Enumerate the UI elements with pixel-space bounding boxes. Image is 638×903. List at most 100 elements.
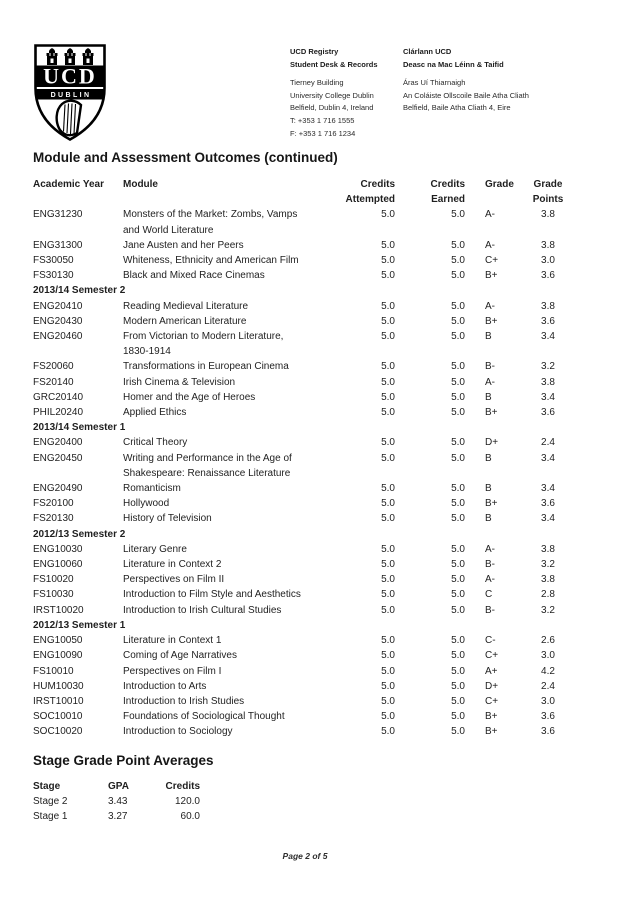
module-code-cell: ENG20460 [33,331,83,343]
credits-attempted-cell: 5.0 [381,300,395,312]
module-row: ENG20490 Romanticism 5.0 5.0 B 3.4 [33,481,577,496]
module-row: FS30050 Whiteness, Ethnicity and American… [33,253,577,268]
contact-irish: Clárlann UCD Deasc na Mac Léinn & Taifid Á… [403,46,529,115]
credits-attempted-cell: 5.0 [381,483,395,495]
module-title-cell: Foundations of Sociological Thought [123,711,285,723]
grade-points-cell: 3.2 [541,361,555,373]
module-code-cell: ENG10060 [33,559,83,571]
module-title-cell: Modern American Literature [123,315,247,327]
grade-points-cell: 3.6 [541,270,555,282]
credits-earned-cell: 5.0 [451,695,465,707]
address-block: Áras Uí Thiarnaigh An Coláiste Ollscoile … [403,77,529,115]
ucd-crest-icon: UCD DUBLIN [34,44,106,141]
module-title-cell: Literature in Context 2 [123,559,222,571]
module-code-cell: HUM10030 [33,680,84,692]
module-row: FS30130 Black and Mixed Race Cinemas 5.0 5.… [33,268,577,283]
credits-earned-cell: 5.0 [451,498,465,510]
module-code-cell: SOC10010 [33,711,83,723]
gpa-cell: 3.27 [108,811,128,823]
grade-points-cell: 2.4 [541,437,555,449]
grade-cell: B+ [485,711,498,723]
stage-averages-title: Stage Grade Point Averages [33,753,214,768]
credits-earned-cell: 5.0 [451,665,465,677]
credits-earned-cell: 5.0 [451,513,465,525]
module-row: FS20100 Hollywood 5.0 5.0 B+ 3.6 [33,496,577,511]
credits-earned-cell: 5.0 [451,711,465,723]
credits-attempted-cell: 5.0 [381,407,395,419]
grade-points-cell: 3.8 [541,376,555,388]
credits-cell: 60.0 [180,811,200,823]
grade-cell: B [485,452,492,464]
module-row: ENG20460 From Victorian to Modern Literat… [33,329,577,359]
semester-section-label: 2013/14 Semester 2 [33,285,126,297]
module-row: FS20140 Irish Cinema & Television 5.0 5.0 A-… [33,375,577,390]
module-code-cell: PHIL20240 [33,407,84,419]
grade-points-cell: 3.0 [541,255,555,267]
crest-dublin-text: DUBLIN [51,92,92,99]
module-code-cell: ENG20410 [33,300,83,312]
grade-points-cell: 3.4 [541,331,555,343]
module-row: FS10010 Perspectives on Film I 5.0 5.0 A+ 4.2 [33,664,577,679]
module-row: ENG20400 Critical Theory 5.0 5.0 D+ 2.4 [33,435,577,450]
module-row: FS20130 History of Television 5.0 5.0 B 3.4 [33,511,577,526]
module-title-cell: Introduction to Sociology [123,726,233,738]
credits-attempted-cell: 5.0 [381,695,395,707]
col-credits: Credits [165,781,200,792]
grade-cell: B [485,391,492,403]
credits-attempted-cell: 5.0 [381,255,395,267]
credits-earned-cell: 5.0 [451,543,465,555]
grade-points-cell: 3.6 [541,407,555,419]
module-code-cell: ENG31230 [33,209,83,221]
grade-points-cell: 3.0 [541,650,555,662]
semester-section-row: 2013/14 Semester 1 [33,420,577,435]
credits-attempted-cell: 5.0 [381,635,395,647]
credits-earned-cell: 5.0 [451,391,465,403]
credits-attempted-cell: 5.0 [381,665,395,677]
module-title-cell: Introduction to Arts [123,680,207,692]
module-title-cell: Whiteness, Ethnicity and American Film [123,255,299,267]
module-code-cell: FS20060 [33,361,74,373]
credits-earned-cell: 5.0 [451,209,465,221]
grade-cell: A- [485,209,495,221]
col-credits-attempted: Credits Attempted [345,179,395,206]
contact-line: Tierney Building [290,78,344,88]
contact-line: An Coláiste Ollscoile Baile Atha Cliath [403,90,529,100]
module-title-cell: Jane Austen and her Peers [123,239,244,251]
credits-attempted-cell: 5.0 [381,315,395,327]
credits-attempted-cell: 5.0 [381,437,395,449]
module-code-cell: FS30130 [33,270,74,282]
credits-earned-cell: 5.0 [451,680,465,692]
module-row: FS10020 Perspectives on Film II 5.0 5.0 A- 3.… [33,572,577,587]
module-code-cell: IRST10020 [33,604,84,616]
module-code-cell: FS10020 [33,574,74,586]
grade-cell: A- [485,574,495,586]
credits-attempted-cell: 5.0 [381,361,395,373]
module-row: HUM10030 Introduction to Arts 5.0 5.0 D+ 2.4 [33,679,577,694]
semester-section-row: 2013/14 Semester 2 [33,283,577,298]
credits-earned-cell: 5.0 [451,437,465,449]
modules-table-header-row: Academic Year Module Credits Attempted C… [33,177,577,207]
page-number: Page 2 of 5 [282,851,328,861]
ucd-crest-logo: UCD DUBLIN [34,44,106,141]
module-title-cell: Coming of Age Narratives [123,650,237,662]
module-code-cell: ENG10050 [33,635,83,647]
credits-earned-cell: 5.0 [451,239,465,251]
contact-line: Belfield, Baile Atha Cliath 4, Eire [403,103,511,113]
module-row: ENG10060 Literature in Context 2 5.0 5.0 B- 3… [33,557,577,572]
grade-points-cell: 3.4 [541,513,555,525]
module-row: IRST10020 Introduction to Irish Cultural … [33,603,577,618]
credits-earned-cell: 5.0 [451,407,465,419]
grade-points-cell: 2.4 [541,680,555,692]
credits-earned-cell: 5.0 [451,604,465,616]
module-title-cell: Literature in Context 1 [123,635,222,647]
module-code-cell: FS20140 [33,376,74,388]
module-title-cell: Critical Theory [123,437,188,449]
credits-earned-cell: 5.0 [451,361,465,373]
module-code-cell: ENG20400 [33,437,83,449]
grade-cell: D+ [485,437,499,449]
grade-points-cell: 3.8 [541,543,555,555]
credits-earned-cell: 5.0 [451,331,465,343]
grade-points-cell: 3.2 [541,559,555,571]
credits-attempted-cell: 5.0 [381,452,395,464]
